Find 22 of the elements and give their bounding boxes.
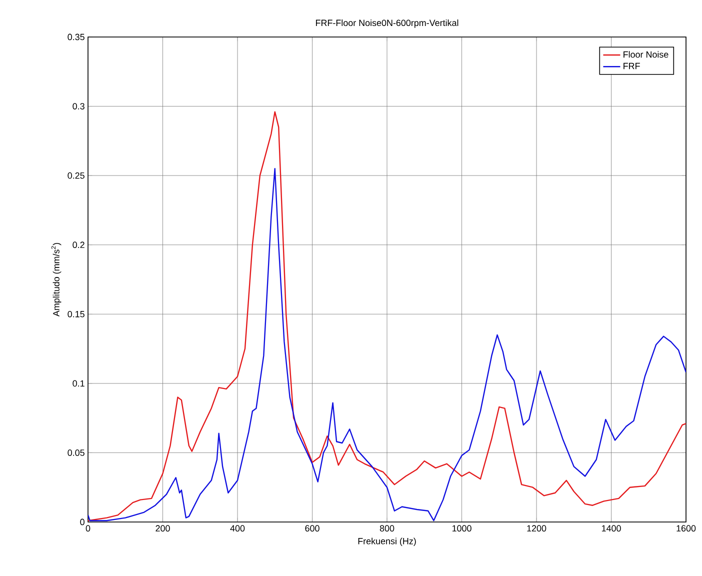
legend-label: Floor Noise <box>624 51 668 58</box>
x-tick-label: 600 <box>305 525 320 532</box>
x-tick-label: 1600 <box>676 525 696 532</box>
x-tick-label: 1200 <box>527 525 546 532</box>
y-tick-label: 0.35 <box>68 34 84 40</box>
y-axis-title: Amplitudo (mm/s$^{2}$) <box>51 243 62 317</box>
y-tick-label: 0 <box>80 518 84 526</box>
y-tick-label: 0.15 <box>68 310 84 318</box>
x-tick-label: 200 <box>156 525 170 532</box>
y-tick-label: 0.1 <box>72 380 84 387</box>
legend-label: FRF <box>624 62 640 70</box>
x-tick-label: 1400 <box>602 525 621 532</box>
x-tick-label: 800 <box>380 525 394 532</box>
x-tick-label: 400 <box>230 525 245 532</box>
chart-title: FRF-Floor Noise0N-600rpm-Vertikal <box>316 19 458 28</box>
y-tick-label: 0.3 <box>72 103 84 110</box>
y-tick-label: 0.25 <box>68 172 84 179</box>
y-tick-label: 0.2 <box>72 242 84 248</box>
x-axis-title: Frekuensi (Hz) <box>358 538 416 546</box>
y-tick-label: 0.05 <box>68 450 84 456</box>
x-tick-label: 0 <box>86 525 90 532</box>
x-tick-label: 1000 <box>452 525 472 532</box>
